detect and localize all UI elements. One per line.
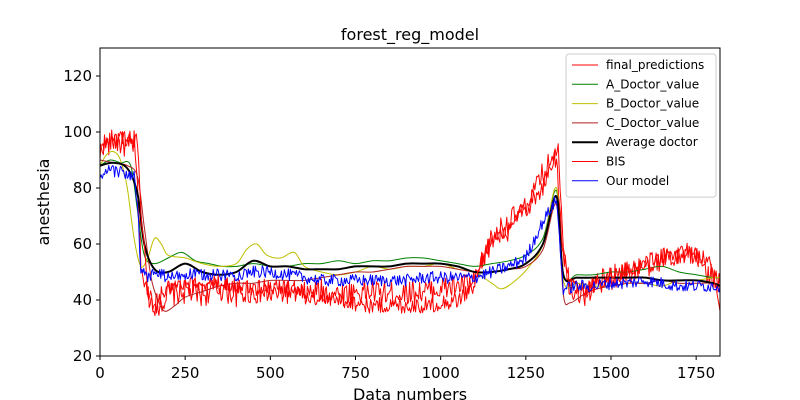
x-axis: 0 250 500 750 1000 1250 1500 1750 <box>95 356 715 382</box>
x-tick-label: 0 <box>95 364 105 382</box>
x-tick-label: 1000 <box>422 364 460 382</box>
x-tick-label: 750 <box>341 364 370 382</box>
y-tick-label: 40 <box>73 291 92 309</box>
series-line-bis <box>99 130 721 314</box>
x-tick-label: 500 <box>256 364 285 382</box>
legend-entry: Average doctor <box>606 135 698 149</box>
plot-frame <box>99 47 721 357</box>
series-group <box>99 129 721 317</box>
legend-entry: final_predictions <box>606 58 704 72</box>
legend-entry: Our model <box>606 174 669 188</box>
y-tick-label: 20 <box>73 347 92 365</box>
legend-entry: BIS <box>606 155 625 169</box>
x-tick-label: 1750 <box>677 364 715 382</box>
legend-entry: A_Doctor_value <box>606 77 699 91</box>
legend-entry: B_Doctor_value <box>606 97 699 111</box>
series-line-average-doctor <box>99 161 721 287</box>
legend-entry: C_Doctor_value <box>606 116 699 130</box>
y-axis: 20 40 60 80 100 120 <box>63 67 100 365</box>
y-tick-label: 80 <box>73 179 92 197</box>
y-tick-label: 60 <box>73 235 92 253</box>
chart-title: forest_reg_model <box>341 25 479 45</box>
y-tick-label: 120 <box>63 67 92 85</box>
y-axis-label: anesthesia <box>34 159 53 246</box>
y-tick-label: 100 <box>63 123 92 141</box>
series-line-our-model <box>99 165 721 295</box>
x-tick-label: 1500 <box>592 364 630 382</box>
x-axis-label: Data numbers <box>353 385 467 400</box>
x-tick-label: 1250 <box>507 364 545 382</box>
x-tick-label: 250 <box>171 364 200 382</box>
legend-box <box>565 53 717 198</box>
legend: final_predictions A_Doctor_value B_Doctor_… <box>565 53 717 198</box>
